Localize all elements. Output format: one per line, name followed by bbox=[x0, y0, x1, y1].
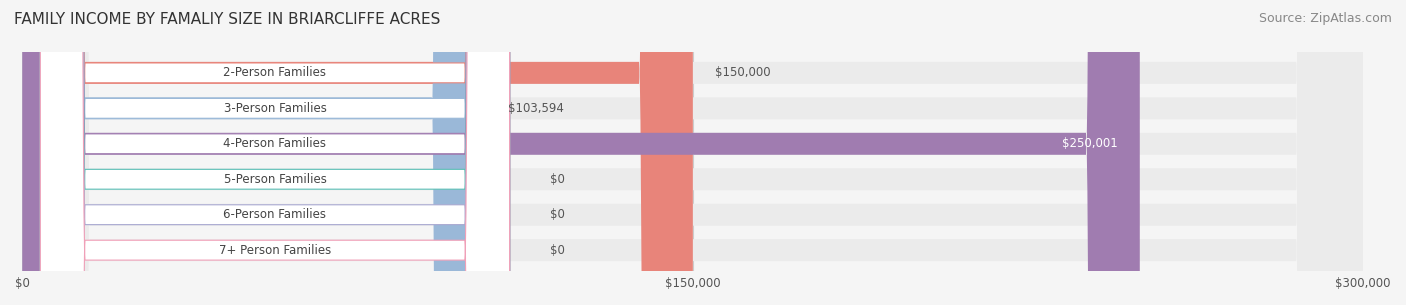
FancyBboxPatch shape bbox=[41, 0, 509, 305]
Text: 3-Person Families: 3-Person Families bbox=[224, 102, 326, 115]
Text: $0: $0 bbox=[550, 208, 565, 221]
Text: $0: $0 bbox=[550, 173, 565, 186]
FancyBboxPatch shape bbox=[22, 0, 1364, 305]
Text: 2-Person Families: 2-Person Families bbox=[224, 66, 326, 79]
FancyBboxPatch shape bbox=[22, 0, 1140, 305]
Text: 5-Person Families: 5-Person Families bbox=[224, 173, 326, 186]
Text: 6-Person Families: 6-Person Families bbox=[224, 208, 326, 221]
FancyBboxPatch shape bbox=[22, 0, 1364, 305]
Text: $250,001: $250,001 bbox=[1062, 137, 1118, 150]
FancyBboxPatch shape bbox=[22, 0, 1364, 305]
FancyBboxPatch shape bbox=[41, 0, 509, 305]
FancyBboxPatch shape bbox=[22, 0, 1364, 305]
Text: 7+ Person Families: 7+ Person Families bbox=[219, 244, 330, 257]
Text: $0: $0 bbox=[550, 244, 565, 257]
Text: $150,000: $150,000 bbox=[716, 66, 770, 79]
FancyBboxPatch shape bbox=[41, 0, 509, 305]
FancyBboxPatch shape bbox=[41, 0, 509, 305]
Text: $103,594: $103,594 bbox=[508, 102, 564, 115]
Text: 4-Person Families: 4-Person Families bbox=[224, 137, 326, 150]
FancyBboxPatch shape bbox=[22, 0, 1364, 305]
Text: Source: ZipAtlas.com: Source: ZipAtlas.com bbox=[1258, 12, 1392, 25]
FancyBboxPatch shape bbox=[22, 0, 693, 305]
FancyBboxPatch shape bbox=[22, 0, 1364, 305]
FancyBboxPatch shape bbox=[22, 0, 485, 305]
FancyBboxPatch shape bbox=[41, 0, 509, 305]
Text: FAMILY INCOME BY FAMALIY SIZE IN BRIARCLIFFE ACRES: FAMILY INCOME BY FAMALIY SIZE IN BRIARCL… bbox=[14, 12, 440, 27]
FancyBboxPatch shape bbox=[41, 0, 509, 305]
